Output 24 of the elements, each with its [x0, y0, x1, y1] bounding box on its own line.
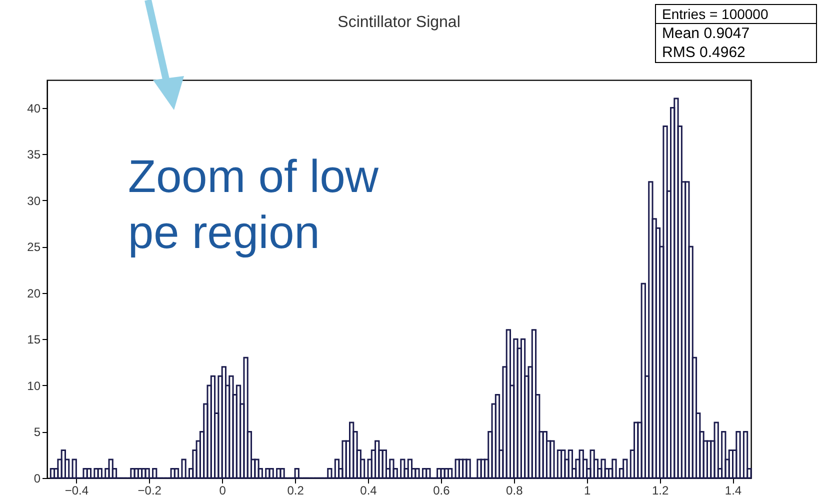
- x-tick-label: −0.4: [64, 484, 89, 498]
- x-tick-label: 1.2: [652, 484, 669, 498]
- text: Mean 0.9047: [661, 24, 751, 43]
- x-tick-label: 0: [219, 484, 226, 498]
- x-tick-label: 1.4: [724, 484, 742, 498]
- annotation: Zoom of low pe region: [128, 149, 380, 260]
- x-tick-label: 0.8: [506, 484, 524, 498]
- text: Entries = 100000: [656, 5, 816, 24]
- y-tick-label: 35: [27, 148, 41, 162]
- y-tick-label: 10: [27, 378, 41, 393]
- x-tick-label: 0.4: [360, 484, 378, 498]
- chart-title: Scintillator Signal: [338, 14, 460, 31]
- x-tick-label: 0.2: [287, 484, 304, 498]
- y-tick-label: 20: [27, 286, 41, 300]
- y-tick-label: 40: [27, 101, 41, 116]
- y-tick-label: 25: [27, 240, 41, 254]
- y-tick-label: 5: [34, 425, 41, 440]
- x-tick-label: 1: [584, 484, 592, 498]
- x-tick-label: 0.6: [433, 484, 450, 498]
- y-tick-label: 15: [27, 332, 41, 347]
- y-tick-label: 30: [27, 194, 41, 208]
- x-tick-label: −0.2: [138, 484, 162, 498]
- y-tick-label: 0: [34, 472, 41, 486]
- text: RMS 0.4962: [661, 43, 746, 62]
